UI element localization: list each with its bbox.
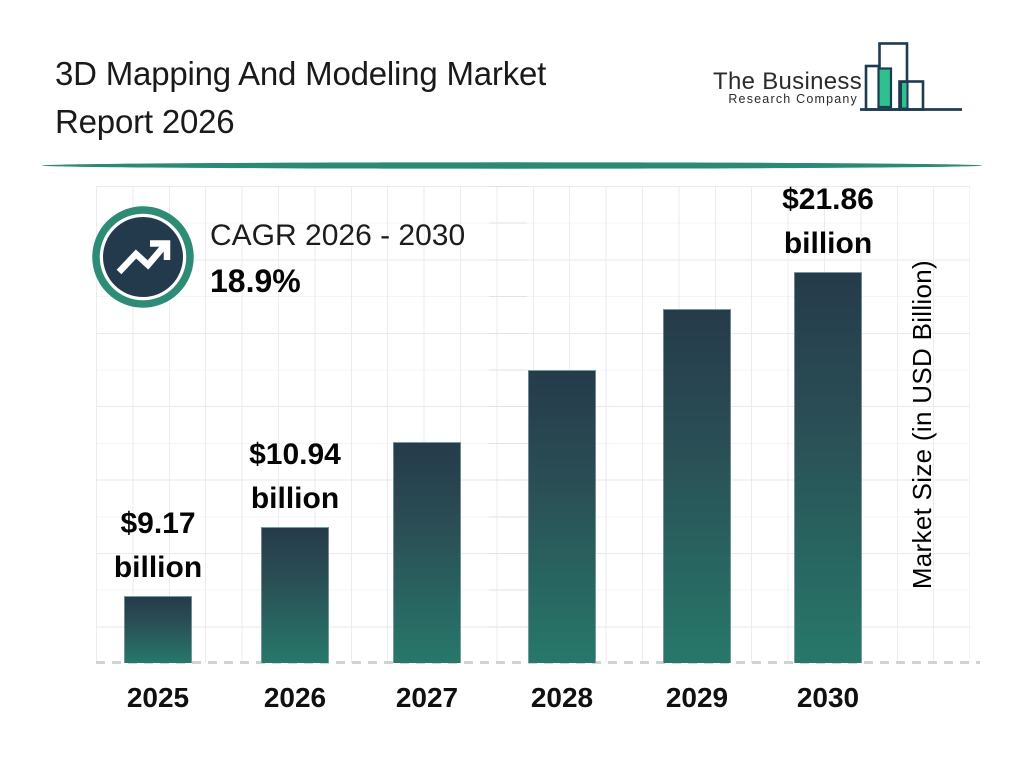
x-tick-label: 2027 <box>395 682 459 713</box>
bar-2026 <box>261 527 329 663</box>
bar-2025 <box>124 596 192 663</box>
bar-2028 <box>528 370 596 663</box>
bar-value-label: $9.17 billion <box>113 507 203 584</box>
logo-company-name: The Business <box>712 68 862 95</box>
y-axis-title: Market Size (in USD Billion) <box>906 259 937 590</box>
cagr-block: CAGR 2026 - 2030 18.9% <box>210 216 465 302</box>
trending-up-icon <box>92 206 194 308</box>
x-tick-label: 2029 <box>665 682 729 713</box>
page-title-line-2: Report 2026 <box>55 103 235 140</box>
page-title-line-1: 3D Mapping And Modeling Market <box>55 55 547 92</box>
x-tick-label: 2028 <box>530 682 594 713</box>
cagr-period-label: CAGR 2026 - 2030 <box>210 219 466 252</box>
bar-value-label: $21.86 billion <box>782 183 874 260</box>
bar-value-label: $10.94 billion <box>249 438 341 515</box>
page-title: 3D Mapping And Modeling Market Report 20… <box>55 50 546 146</box>
bar-2027 <box>393 442 461 663</box>
bar-2029 <box>663 309 731 663</box>
x-tick-label: 2026 <box>263 682 327 713</box>
cagr-value: 18.9% <box>210 263 301 299</box>
company-logo: The Business Research Company <box>695 38 985 122</box>
bar-2030 <box>794 272 862 663</box>
x-tick-label: 2030 <box>796 682 860 713</box>
header-divider <box>42 156 982 169</box>
bar-chart-logo-icon <box>858 40 966 119</box>
minor-gridline-ticks <box>489 186 527 645</box>
logo-company-subname: Research Company <box>728 92 858 106</box>
x-tick-label: 2025 <box>126 682 190 713</box>
